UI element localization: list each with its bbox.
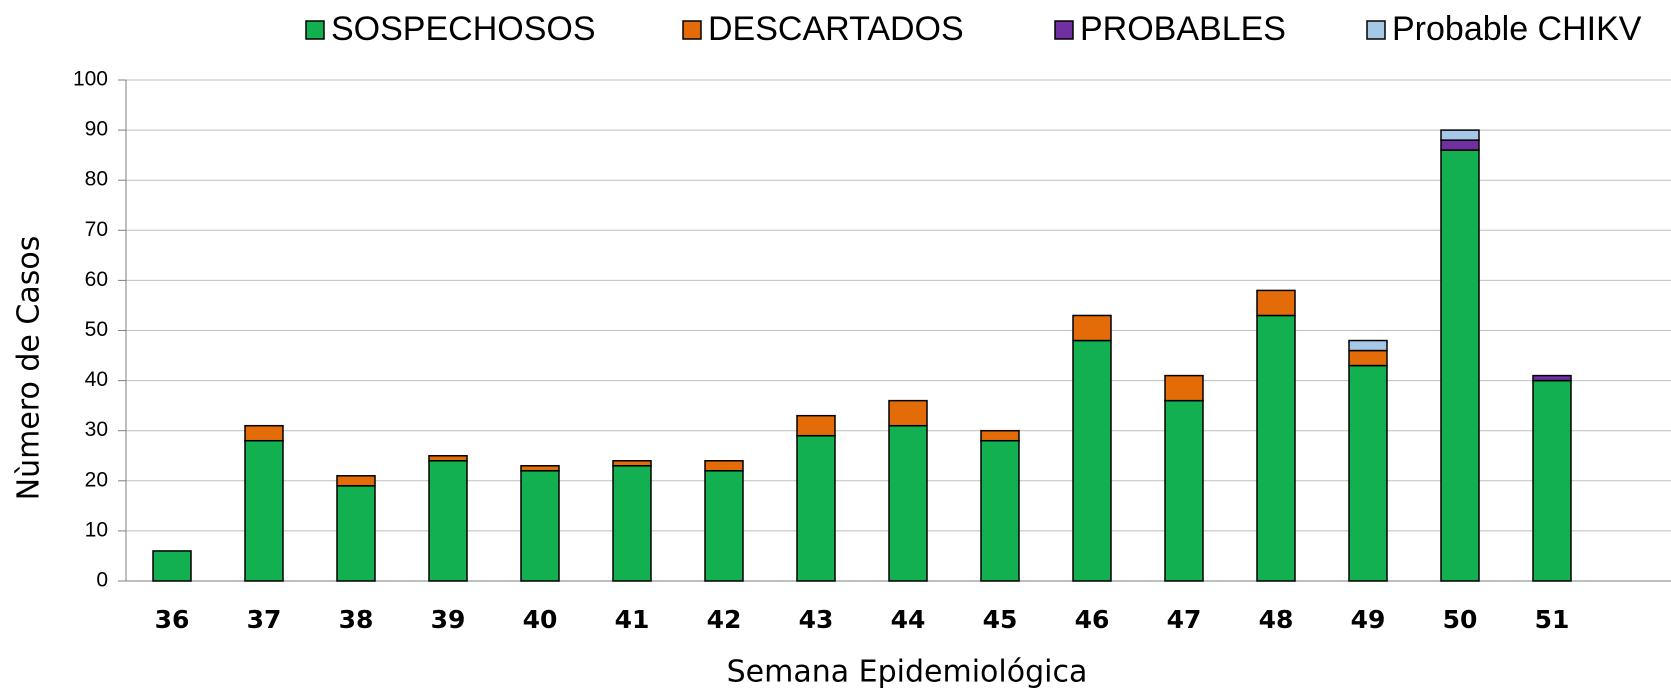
- bar-segment: [336, 475, 376, 487]
- bar-segment: [888, 399, 928, 427]
- bar-segment: [1256, 314, 1296, 582]
- legend-label: PROBABLES: [1080, 10, 1286, 48]
- bar-segment: [152, 550, 192, 582]
- bar-segment: [704, 470, 744, 582]
- y-tick-label: 10: [85, 518, 108, 541]
- x-tick-label: 43: [799, 605, 834, 634]
- x-tick-label: 51: [1535, 605, 1570, 634]
- bar-segment: [1348, 364, 1388, 582]
- bar-segment: [1072, 339, 1112, 582]
- y-tick-label: 80: [85, 168, 108, 191]
- bar-segment: [1440, 129, 1480, 141]
- bar-segment: [428, 460, 468, 582]
- bar-segment: [980, 439, 1020, 582]
- y-axis-title: Nùmero de Casos: [12, 236, 47, 501]
- bar-segment: [796, 414, 836, 437]
- bar-segment: [980, 429, 1020, 442]
- x-tick-label: 46: [1075, 605, 1110, 634]
- x-tick-label: 38: [339, 605, 374, 634]
- x-axis-title: Semana Epidemiológica: [727, 655, 1088, 690]
- y-tick-label: 40: [85, 368, 108, 391]
- bar-segment: [612, 460, 652, 467]
- y-tick-label: 70: [85, 218, 108, 241]
- bar-segment: [428, 455, 468, 462]
- legend-swatch: [305, 20, 325, 40]
- legend-swatch: [682, 20, 702, 40]
- legend-label: SOSPECHOSOS: [331, 10, 596, 48]
- x-tick-label: 40: [523, 605, 558, 634]
- y-tick-label: 20: [85, 468, 108, 491]
- bar-segment: [1072, 314, 1112, 342]
- bar-segment: [612, 465, 652, 582]
- bar-segment: [244, 424, 284, 442]
- bar-segment: [1164, 399, 1204, 582]
- x-tick-label: 47: [1167, 605, 1202, 634]
- y-tick-label: 90: [85, 118, 108, 141]
- x-tick-label: 41: [615, 605, 650, 634]
- x-tick-label: 39: [431, 605, 466, 634]
- y-tick-label: 30: [85, 418, 108, 441]
- bar-segment: [520, 465, 560, 472]
- y-tick-label: 60: [85, 268, 108, 291]
- bar-segment: [704, 460, 744, 472]
- bar-segment: [1348, 339, 1388, 352]
- bar-segment: [1532, 374, 1572, 382]
- bar-segment: [244, 439, 284, 582]
- x-tick-label: 36: [155, 605, 190, 634]
- bar-segment: [336, 485, 376, 582]
- y-tick-label: 50: [85, 318, 108, 341]
- x-tick-label: 45: [983, 605, 1018, 634]
- bar-segment: [520, 470, 560, 582]
- x-tick-label: 44: [891, 605, 926, 634]
- y-tick-label: 0: [96, 569, 108, 592]
- bar-segment: [1256, 289, 1296, 317]
- legend-label: Probable CHIKV: [1392, 10, 1642, 48]
- x-tick-label: 37: [247, 605, 282, 634]
- bar-segment: [1532, 379, 1572, 582]
- bar-segment: [1440, 149, 1480, 582]
- x-tick-label: 49: [1351, 605, 1386, 634]
- bar-segment: [1164, 374, 1204, 402]
- bar-segment: [796, 434, 836, 582]
- legend-label: DESCARTADOS: [708, 10, 964, 48]
- x-tick-label: 48: [1259, 605, 1294, 634]
- x-tick-label: 50: [1443, 605, 1478, 634]
- y-tick-label: 100: [73, 68, 108, 91]
- x-tick-label: 42: [707, 605, 742, 634]
- bar-segment: [888, 424, 928, 582]
- bar-segment: [1440, 139, 1480, 151]
- legend-swatch: [1366, 20, 1386, 40]
- legend-swatch: [1054, 20, 1074, 40]
- bar-segment: [1348, 349, 1388, 367]
